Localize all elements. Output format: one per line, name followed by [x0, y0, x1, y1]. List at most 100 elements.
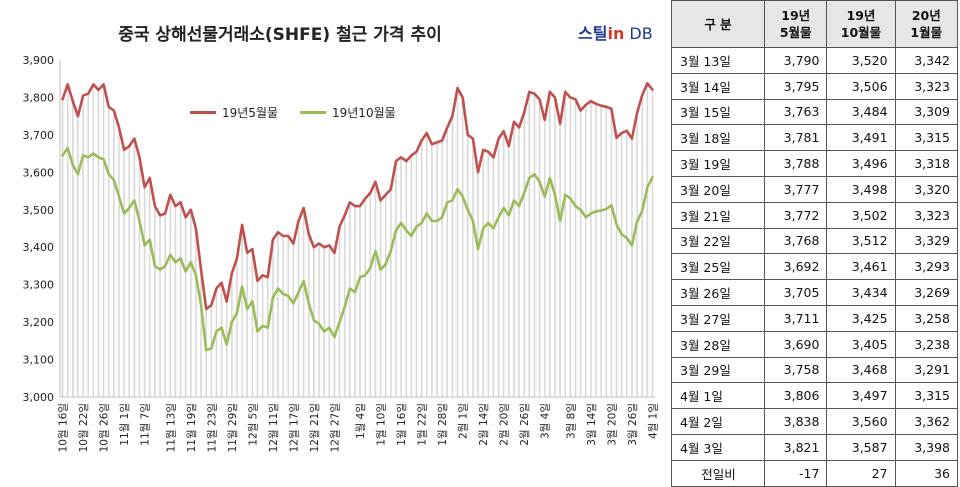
x-tick-label: 2월 26일 — [518, 403, 531, 446]
table-value-cell: 3,309 — [894, 98, 959, 126]
x-tick-label: 12월 21일 — [308, 403, 321, 452]
table-row: 3월 15일 3,763 3,484 3,309 — [671, 98, 959, 126]
table-row: 3월 22일 3,768 3,512 3,329 — [671, 227, 959, 255]
x-tick-label: 10월 26일 — [98, 403, 111, 452]
table-value-cell: 3,434 — [826, 279, 896, 306]
x-tick-label: 3월 4일 — [539, 403, 552, 439]
table-value-cell: 3,315 — [894, 382, 959, 410]
x-tick-label: 11월 29일 — [226, 403, 239, 452]
price-table-panel: 구 분 19년 5월물 19년 10월물 20년 1월물 3월 13일 3,790 3,5… — [671, 0, 960, 487]
brand-logo-prefix: 스틸 — [578, 24, 608, 43]
table-value-cell: 3,772 — [763, 201, 828, 229]
table-value-cell: 3,425 — [826, 304, 896, 332]
table-value-cell: 3,269 — [894, 279, 959, 306]
x-tick-label: 11월 23일 — [205, 403, 218, 452]
legend-item-oct: 19년10월물 — [300, 104, 396, 121]
x-tick-label: 10월 22일 — [77, 403, 90, 452]
table-row: 3월 29일 3,758 3,468 3,291 — [671, 356, 959, 384]
table-value-cell: 3,497 — [826, 382, 896, 410]
y-tick-label: 3,000 — [23, 391, 55, 404]
table-value-cell: 3,491 — [826, 124, 896, 152]
x-tick-label: 11월 19일 — [185, 403, 198, 452]
table-value-cell: 3,329 — [894, 227, 959, 255]
table-row: 3월 19일 3,788 3,496 3,318 — [671, 150, 959, 177]
table-value-cell: 3,758 — [763, 356, 828, 384]
x-tick-label: 1월 16일 — [395, 403, 408, 446]
table-header-cell: 20년 1월물 — [894, 0, 959, 48]
table-value-cell: 3,323 — [894, 201, 959, 229]
table-row: 4월 2일 3,838 3,560 3,362 — [671, 408, 959, 435]
brand-logo-db: DB — [624, 24, 653, 43]
table-value-cell: -17 — [763, 459, 828, 487]
table-value-cell: 3,520 — [826, 47, 896, 74]
table-date-cell: 3월 29일 — [671, 356, 765, 384]
table-row: 3월 26일 3,705 3,434 3,269 — [671, 279, 959, 306]
table-row: 3월 25일 3,692 3,461 3,293 — [671, 253, 959, 281]
table-value-cell: 3,320 — [894, 175, 959, 203]
table-date-cell: 3월 14일 — [671, 72, 765, 100]
table-value-cell: 3,806 — [763, 382, 828, 410]
chart-title: 중국 상해선물거래소(SHFE) 철근 가격 추이 — [118, 25, 442, 45]
series-line-oct — [61, 146, 654, 352]
y-tick-label: 3,300 — [23, 279, 55, 292]
y-tick-label: 3,700 — [23, 129, 55, 142]
x-tick-label: 12월 17일 — [287, 403, 300, 452]
x-tick-label: 4월 1일 — [646, 403, 659, 439]
table-date-cell: 4월 2일 — [671, 408, 765, 435]
line-chart: 3,000 3,100 3,200 3,300 3,400 3,500 3,600 3,700… — [23, 54, 660, 452]
y-tick-label: 3,800 — [23, 91, 55, 104]
table-value-cell: 3,711 — [763, 304, 828, 332]
table-value-cell: 3,315 — [894, 124, 959, 152]
x-tick-label: 2월 14일 — [477, 403, 490, 446]
table-value-cell: 3,788 — [763, 150, 828, 177]
x-tick-label: 10월 16일 — [57, 403, 70, 452]
table-value-cell: 3,821 — [763, 433, 828, 461]
x-tick-label: 2월 1일 — [457, 403, 470, 439]
x-tick-label: 11월 13일 — [164, 403, 177, 452]
legend-label-oct: 19년10월물 — [332, 106, 396, 120]
table-value-cell: 3,777 — [763, 175, 828, 203]
table-date-cell: 3월 22일 — [671, 227, 765, 255]
table-value-cell: 3,506 — [826, 72, 896, 100]
table-row: 3월 21일 3,772 3,502 3,323 — [671, 201, 959, 229]
table-header-cell: 19년 10월물 — [826, 0, 896, 48]
table-date-cell: 3월 26일 — [671, 279, 765, 306]
x-tick-label: 12월 11일 — [267, 403, 280, 452]
table-value-cell: 3,238 — [894, 330, 959, 358]
table-row: 3월 28일 3,690 3,405 3,238 — [671, 330, 959, 358]
table-value-cell: 27 — [826, 459, 896, 487]
table-header-cell: 19년 5월물 — [763, 0, 828, 48]
table-value-cell: 3,362 — [894, 408, 959, 435]
x-tick-label: 1월 28일 — [436, 403, 449, 446]
table-row: 3월 14일 3,795 3,506 3,323 — [671, 72, 959, 100]
table-date-cell: 3월 18일 — [671, 124, 765, 152]
table-row: 3월 27일 3,711 3,425 3,258 — [671, 304, 959, 332]
table-value-cell: 3,790 — [763, 47, 828, 74]
x-tick-label: 1월 4일 — [354, 403, 367, 439]
table-value-cell: 3,690 — [763, 330, 828, 358]
legend-swatch-oct — [300, 111, 326, 114]
table-value-cell: 3,560 — [826, 408, 896, 435]
x-tick-label: 11월 7일 — [139, 403, 152, 446]
table-value-cell: 3,323 — [894, 72, 959, 100]
x-tick-label: 3월 14일 — [585, 403, 598, 446]
table-value-cell: 3,293 — [894, 253, 959, 281]
table-date-cell: 3월 20일 — [671, 175, 765, 203]
table-value-cell: 3,795 — [763, 72, 828, 100]
brand-logo: 스틸in DB — [578, 20, 653, 44]
table-date-cell: 3월 27일 — [671, 304, 765, 332]
table-row: 3월 18일 3,781 3,491 3,315 — [671, 124, 959, 152]
x-tick-label: 12월 5일 — [246, 403, 259, 446]
series-line-may — [61, 81, 654, 311]
table-value-cell: 3,258 — [894, 304, 959, 332]
table-row: 3월 20일 3,777 3,498 3,320 — [671, 175, 959, 203]
table-date-cell: 전일비 — [671, 459, 765, 487]
table-value-cell: 3,781 — [763, 124, 828, 152]
y-tick-label: 3,200 — [23, 316, 55, 329]
legend-item-may: 19년5월물 — [190, 104, 278, 121]
table-value-cell: 3,318 — [894, 150, 959, 177]
y-tick-label: 3,500 — [23, 204, 55, 217]
table-date-cell: 3월 19일 — [671, 150, 765, 177]
table-value-cell: 3,587 — [826, 433, 896, 461]
table-date-cell: 3월 25일 — [671, 253, 765, 281]
